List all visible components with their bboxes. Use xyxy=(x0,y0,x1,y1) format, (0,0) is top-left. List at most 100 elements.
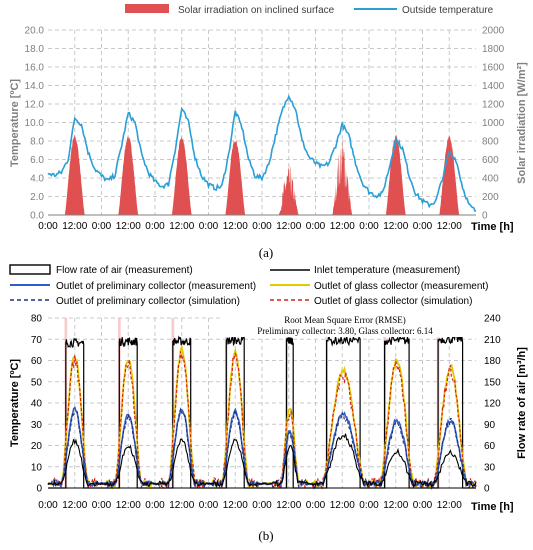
x-tick-label: 12:00 xyxy=(62,221,87,232)
panel-label-a: (a) xyxy=(259,245,273,260)
y-axis-label-a: Temperature [ºC] xyxy=(9,79,21,167)
legend-label-glass-meas: Outlet of glass collector (measurement) xyxy=(314,281,489,292)
panel-a: Solar irradiation on inclined surface Ou… xyxy=(9,4,528,260)
y2-tick-label: 1600 xyxy=(482,63,505,74)
grid-a xyxy=(48,29,476,215)
y-tick-label: 8.0 xyxy=(30,137,44,148)
y2-tick-label: 2000 xyxy=(482,26,505,37)
y-tick-label: 16.0 xyxy=(25,63,45,74)
y2-tick-label: 400 xyxy=(482,174,499,185)
y2-axis-label-a: Solar irradiation [W/m²] xyxy=(516,62,528,184)
y2-tick-label: 1200 xyxy=(482,100,505,111)
y-tick-label: 10 xyxy=(31,462,43,473)
y2-tick-label: 180 xyxy=(484,356,501,367)
y2-tick-label: 600 xyxy=(482,155,499,166)
legend-label-temperature: Outside temperature xyxy=(402,5,494,16)
legend-label-flow: Flow rate of air (measurement) xyxy=(56,265,193,276)
y-tick-label: 4.0 xyxy=(30,174,44,185)
x-tick-label: 0:00 xyxy=(413,221,433,232)
y-tick-label: 18.0 xyxy=(25,44,45,55)
x-tick-label: 0:00 xyxy=(145,221,165,232)
solar-peak xyxy=(118,135,139,215)
solar-peak xyxy=(64,135,85,215)
y-tick-label: 50 xyxy=(31,377,43,388)
solar-peak xyxy=(225,139,246,215)
x-tick-label: 0:00 xyxy=(199,500,219,511)
y-ticks-b: 0 10 20 30 40 50 60 70 80 xyxy=(31,314,43,495)
y2-tick-label: 200 xyxy=(482,192,499,203)
y-tick-label: 80 xyxy=(31,314,43,325)
y2-tick-label: 1400 xyxy=(482,81,505,92)
x-tick-label: 0:00 xyxy=(38,221,58,232)
x-tick-label: 12:00 xyxy=(223,500,248,511)
y-tick-label: 20.0 xyxy=(25,26,45,37)
y2-tick-label: 210 xyxy=(484,335,501,346)
y2-tick-label: 90 xyxy=(484,420,496,431)
legend-label-glass-sim: Outlet of glass collector (simulation) xyxy=(314,296,472,307)
legend-label-solar: Solar irradiation on inclined surface xyxy=(178,5,335,16)
y2-tick-label: 150 xyxy=(484,377,501,388)
y-tick-label: 6.0 xyxy=(30,155,44,166)
panel-b: Flow rate of air (measurement) Outlet of… xyxy=(9,264,528,543)
x-tick-label: 12:00 xyxy=(169,221,194,232)
y-tick-label: 2.0 xyxy=(30,192,44,203)
legend-label-inlet: Inlet temperature (measurement) xyxy=(314,265,460,276)
y2-tick-label: 0 xyxy=(482,211,488,222)
y-axis-label-b: Temperature [ºC] xyxy=(9,359,21,447)
y2-axis-label-b: Flow rate of air [m³/h] xyxy=(516,347,528,459)
y-tick-label: 30 xyxy=(31,420,43,431)
x-axis-label-a: Time [h] xyxy=(471,221,514,233)
solar-peak xyxy=(332,136,353,215)
legend-label-prelim-sim: Outlet of preliminary collector (simulat… xyxy=(56,296,240,307)
solar-peak xyxy=(171,136,192,215)
y2-ticks-b: 0 30 60 90 120 150 180 210 240 xyxy=(484,314,501,495)
grid-b xyxy=(48,317,476,488)
outside-temperature-series xyxy=(47,94,477,213)
x-tick-label: 0:00 xyxy=(252,500,272,511)
inlet-temperature-series xyxy=(47,433,477,489)
y-tick-label: 0.0 xyxy=(30,211,44,222)
x-tick-label: 12:00 xyxy=(383,221,408,232)
x-tick-label: 12:00 xyxy=(383,500,408,511)
y-tick-label: 10.0 xyxy=(25,118,45,129)
y-tick-label: 14.0 xyxy=(25,81,45,92)
solar-peak xyxy=(385,134,406,215)
y2-tick-label: 800 xyxy=(482,137,499,148)
y-ticks-a: 0.0 2.0 4.0 6.0 8.0 10.0 12.0 14.0 16.0 18.0 20.0 xyxy=(25,26,45,222)
legend-swatch-flow xyxy=(9,264,51,275)
y-tick-label: 70 xyxy=(31,335,43,346)
legend-label-prelim-meas: Outlet of preliminary collector (measure… xyxy=(56,281,256,292)
rmse-title: Root Mean Square Error (RMSE) xyxy=(284,315,405,325)
y2-tick-label: 30 xyxy=(484,462,496,473)
x-tick-label: 12:00 xyxy=(276,500,301,511)
solar-peak xyxy=(278,164,299,215)
x-tick-label: 0:00 xyxy=(38,500,58,511)
x-tick-label: 12:00 xyxy=(62,500,87,511)
x-tick-label: 12:00 xyxy=(437,221,462,232)
solar-peak xyxy=(439,136,460,215)
x-tick-label: 12:00 xyxy=(169,500,194,511)
y-tick-label: 12.0 xyxy=(25,100,45,111)
x-ticks-b: 0:00 12:00 0:00 12:00 0:00 12:00 0:00 12:00 0:00… xyxy=(38,500,462,511)
prelim-simulation-series xyxy=(47,407,477,490)
y2-tick-label: 1800 xyxy=(482,44,505,55)
x-tick-label: 12:00 xyxy=(437,500,462,511)
x-tick-label: 12:00 xyxy=(276,221,301,232)
rmse-box xyxy=(222,313,478,337)
x-tick-label: 12:00 xyxy=(223,221,248,232)
x-tick-label: 12:00 xyxy=(330,221,355,232)
y-tick-label: 40 xyxy=(31,399,43,410)
x-tick-label: 0:00 xyxy=(413,500,433,511)
y-tick-label: 0 xyxy=(36,484,42,495)
x-tick-label: 12:00 xyxy=(116,500,141,511)
x-tick-label: 0:00 xyxy=(306,500,326,511)
panel-label-b: (b) xyxy=(258,528,273,543)
y2-tick-label: 60 xyxy=(484,441,496,452)
y2-tick-label: 0 xyxy=(484,484,490,495)
solar-irradiation-series xyxy=(64,134,460,215)
rmse-values: Preliminary collector: 3.80, Glass colle… xyxy=(257,326,433,336)
legend-swatch-solar xyxy=(125,4,169,13)
x-tick-label: 0:00 xyxy=(252,221,272,232)
y2-tick-label: 120 xyxy=(484,399,501,410)
